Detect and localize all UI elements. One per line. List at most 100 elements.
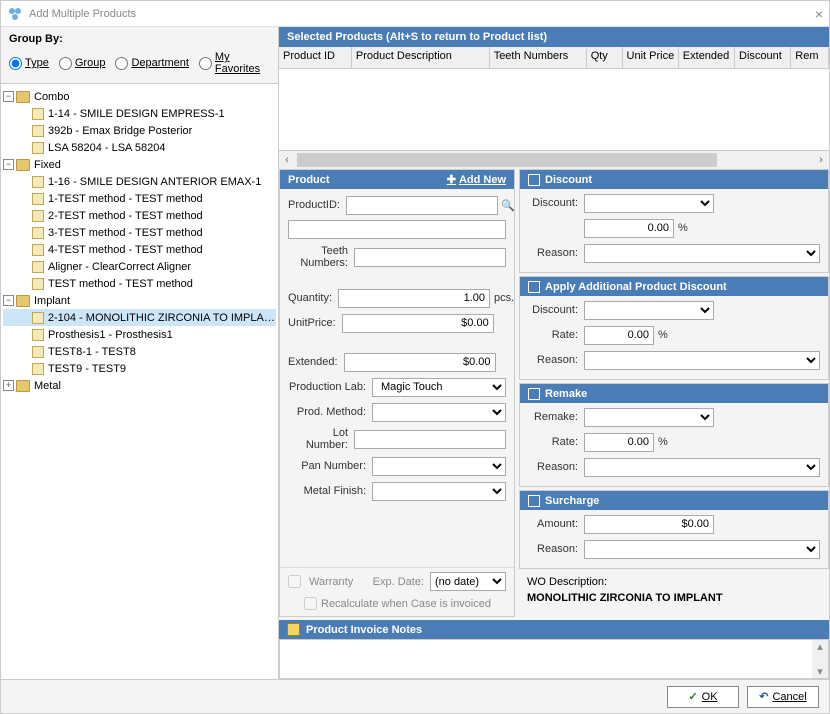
cancel-button[interactable]: ↶Cancel xyxy=(747,686,819,708)
remake-reason-select[interactable] xyxy=(584,458,820,477)
grid-column-header[interactable]: Unit Price xyxy=(623,47,679,68)
add-icon: ✚ xyxy=(447,173,456,186)
collapse-icon[interactable]: − xyxy=(3,295,14,306)
unit-price-input[interactable] xyxy=(342,314,494,333)
folder-icon xyxy=(16,159,30,171)
lot-number-input[interactable] xyxy=(354,430,506,449)
tree-item[interactable]: 1-TEST method - TEST method xyxy=(3,190,276,207)
grid-body[interactable] xyxy=(279,69,829,151)
tree-item[interactable]: 3-TEST method - TEST method xyxy=(3,224,276,241)
remake-check-icon[interactable] xyxy=(528,388,540,400)
radio-my-favorites[interactable]: My Favorites xyxy=(199,51,270,75)
discount-pct-input[interactable] xyxy=(584,219,674,238)
left-pane: Group By: Type Group Department My Favor… xyxy=(1,27,279,679)
notes-vscroll[interactable]: ▴▾ xyxy=(812,640,828,678)
discount-select[interactable] xyxy=(584,194,714,213)
surcharge-check-icon[interactable] xyxy=(528,495,540,507)
remake-header: Remake xyxy=(520,384,828,403)
grid-column-header[interactable]: Extended xyxy=(679,47,735,68)
tree-group[interactable]: +Metal xyxy=(3,377,276,394)
grid-column-header[interactable]: Discount xyxy=(735,47,791,68)
lot-number-label: Lot Number: xyxy=(288,427,354,451)
tree-group[interactable]: −Combo xyxy=(3,88,276,105)
tree-item[interactable]: 392b - Emax Bridge Posterior xyxy=(3,122,276,139)
discount-reason-select[interactable] xyxy=(584,244,820,263)
tree-item-label: 1-14 - SMILE DESIGN EMPRESS-1 xyxy=(48,108,225,120)
grid-header: Product IDProduct DescriptionTeeth Numbe… xyxy=(279,47,829,69)
collapse-icon[interactable]: − xyxy=(3,91,14,102)
scroll-left-icon[interactable]: ‹ xyxy=(279,152,295,168)
tree-item[interactable]: TEST8-1 - TEST8 xyxy=(3,343,276,360)
teeth-numbers-label: Teeth Numbers: xyxy=(288,245,354,269)
tree-item-label: 2-TEST method - TEST method xyxy=(48,210,203,222)
additional-rate-input[interactable] xyxy=(584,326,654,345)
tree-item[interactable]: 2-104 - MONOLITHIC ZIRCONIA TO IMPLANT xyxy=(3,309,276,326)
tree-item-label: LSA 58204 - LSA 58204 xyxy=(48,142,165,154)
grid-column-header[interactable]: Teeth Numbers xyxy=(490,47,587,68)
product-icon xyxy=(32,329,44,341)
metal-finish-select[interactable] xyxy=(372,482,506,501)
teeth-numbers-input[interactable] xyxy=(354,248,506,267)
prod-method-select[interactable] xyxy=(372,403,506,422)
product-icon xyxy=(32,278,44,290)
tree-item[interactable]: LSA 58204 - LSA 58204 xyxy=(3,139,276,156)
product-id-input[interactable] xyxy=(346,196,498,215)
note-icon xyxy=(287,623,300,636)
scroll-thumb[interactable] xyxy=(297,153,717,167)
exp-date-select[interactable]: (no date) xyxy=(430,572,506,591)
tree-item[interactable]: Prosthesis1 - Prosthesis1 xyxy=(3,326,276,343)
warranty-checkbox[interactable] xyxy=(288,575,301,588)
radio-department[interactable]: Department xyxy=(115,51,188,75)
folder-icon xyxy=(16,295,30,307)
product-icon xyxy=(32,261,44,273)
tree-item[interactable]: 2-TEST method - TEST method xyxy=(3,207,276,224)
grid-hscroll[interactable]: ‹ › xyxy=(279,151,829,169)
tree-group[interactable]: −Fixed xyxy=(3,156,276,173)
remake-rate-input[interactable] xyxy=(584,433,654,452)
grid-column-header[interactable]: Rem xyxy=(791,47,829,68)
discount-check-icon[interactable] xyxy=(528,174,540,186)
tree-group[interactable]: −Implant xyxy=(3,292,276,309)
expand-icon[interactable]: + xyxy=(3,380,14,391)
right-pane: Selected Products (Alt+S to return to Pr… xyxy=(279,27,829,679)
tree-item[interactable]: 4-TEST method - TEST method xyxy=(3,241,276,258)
tree-item-label: Aligner - ClearCorrect Aligner xyxy=(48,261,191,273)
product-icon xyxy=(32,312,44,324)
lookup-icon[interactable]: 🔍 xyxy=(501,199,515,212)
tree-item[interactable]: 1-14 - SMILE DESIGN EMPRESS-1 xyxy=(3,105,276,122)
tree-item-label: 392b - Emax Bridge Posterior xyxy=(48,125,192,137)
pan-number-label: Pan Number: xyxy=(288,460,372,472)
selected-products-header: Selected Products (Alt+S to return to Pr… xyxy=(279,27,829,47)
product-desc-input[interactable] xyxy=(288,220,506,239)
collapse-icon[interactable]: − xyxy=(3,159,14,170)
grid-column-header[interactable]: Product ID xyxy=(279,47,352,68)
surcharge-amount-input[interactable] xyxy=(584,515,714,534)
scroll-right-icon[interactable]: › xyxy=(813,152,829,168)
radio-group[interactable]: Group xyxy=(59,51,106,75)
tree-item[interactable]: TEST9 - TEST9 xyxy=(3,360,276,377)
ok-button[interactable]: ✓OK xyxy=(667,686,739,708)
radio-type[interactable]: Type xyxy=(9,51,49,75)
pan-number-select[interactable] xyxy=(372,457,506,476)
grid-column-header[interactable]: Product Description xyxy=(352,47,490,68)
exp-date-label: Exp. Date: xyxy=(373,576,424,588)
tree-item[interactable]: TEST method - TEST method xyxy=(3,275,276,292)
add-new-link[interactable]: ✚Add New xyxy=(447,173,506,186)
additional-discount-check-icon[interactable] xyxy=(528,281,540,293)
product-tree[interactable]: −Combo 1-14 - SMILE DESIGN EMPRESS-1 392b … xyxy=(1,84,278,679)
grid-column-header[interactable]: Qty xyxy=(587,47,623,68)
quantity-input[interactable] xyxy=(338,289,490,308)
production-lab-select[interactable]: Magic Touch xyxy=(372,378,506,397)
undo-icon: ↶ xyxy=(759,690,768,703)
product-icon xyxy=(32,244,44,256)
additional-reason-select[interactable] xyxy=(584,351,820,370)
tree-item[interactable]: Aligner - ClearCorrect Aligner xyxy=(3,258,276,275)
tree-item[interactable]: 1-16 - SMILE DESIGN ANTERIOR EMAX-1 xyxy=(3,173,276,190)
recalc-checkbox[interactable] xyxy=(304,597,317,610)
surcharge-reason-select[interactable] xyxy=(584,540,820,559)
notes-textarea[interactable]: ▴▾ xyxy=(279,639,829,679)
remake-select[interactable] xyxy=(584,408,714,427)
additional-discount-select[interactable] xyxy=(584,301,714,320)
tree-item-label: Prosthesis1 - Prosthesis1 xyxy=(48,329,173,341)
close-icon[interactable]: × xyxy=(815,6,823,22)
